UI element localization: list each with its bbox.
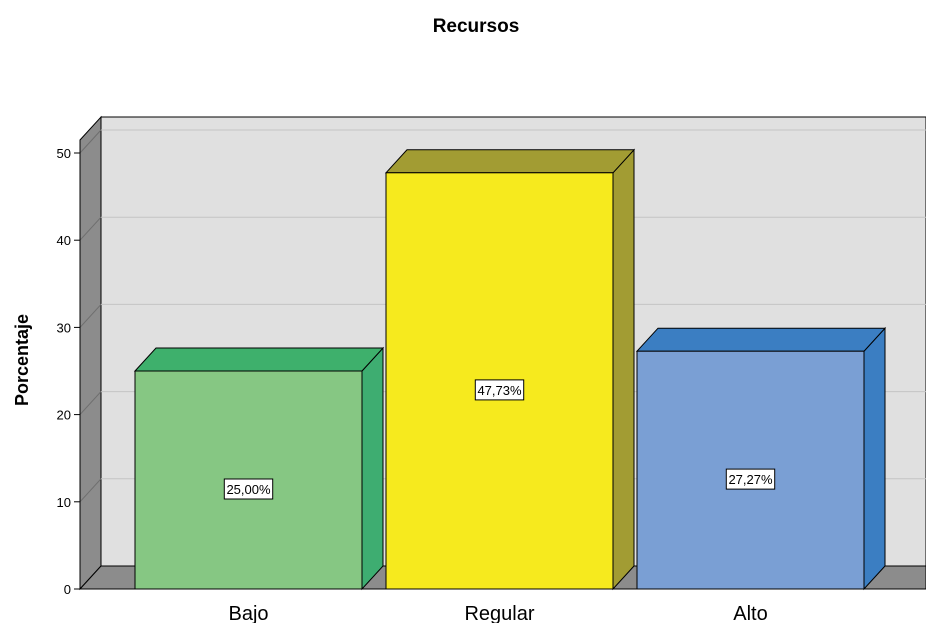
y-tick-label: 50 [57,146,71,161]
bar-top [384,149,636,174]
data-label-box [474,379,525,401]
side-wall [79,115,102,591]
bar-side [612,148,635,591]
y-tick-label: 30 [57,320,71,335]
bar-side [361,346,384,591]
gridline-side [79,216,102,241]
data-label: 47,73% [477,383,522,398]
x-tick-label: Bajo [228,603,268,623]
data-label-box [725,468,776,490]
y-axis-label: Porcentaje [12,314,32,406]
gridline-side [79,478,102,503]
data-label-box [223,478,274,500]
bar-side [863,326,886,591]
gridline-side [79,391,102,415]
data-label: 27,27% [728,472,773,487]
bar-top [133,347,385,372]
y-tick-label: 10 [57,495,71,510]
gridline-side [79,129,102,154]
bar-top [635,327,887,352]
chart-title: Recursos [433,16,520,37]
gridline-side [79,304,102,328]
plot-area: 0 10 20 30 40 50 25,00% Bajo 47,73% Regular 27,27%… [57,115,926,623]
y-tick-label: 40 [57,233,71,248]
y-tick-label: 20 [57,408,71,423]
data-label: 25,00% [226,482,271,497]
x-tick-label: Regular [464,603,534,623]
y-tick-label: 0 [64,582,71,597]
x-tick-label: Alto [733,603,767,623]
